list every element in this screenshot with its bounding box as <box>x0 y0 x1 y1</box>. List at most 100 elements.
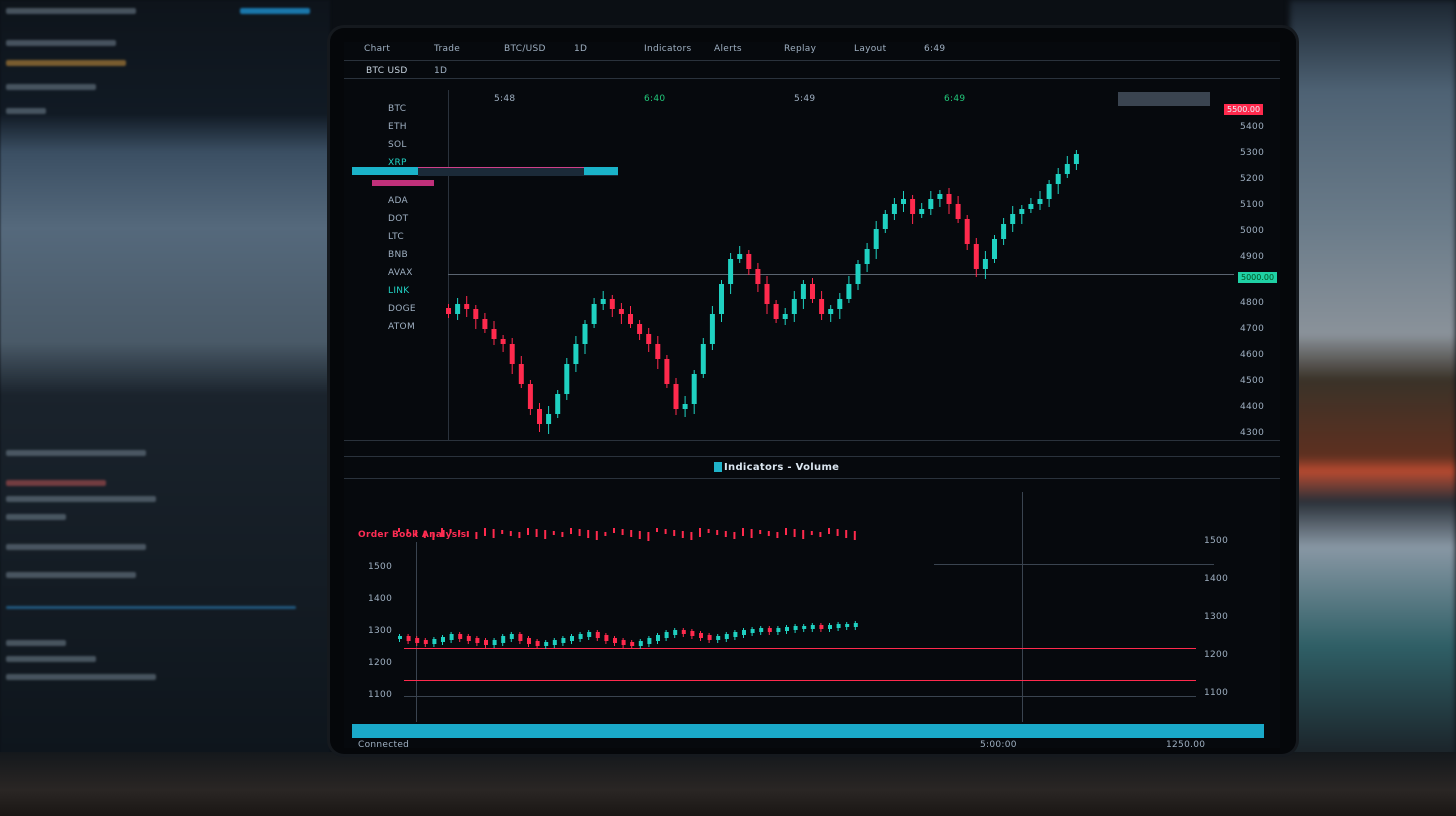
watchlist-item[interactable]: LINK <box>388 286 410 296</box>
volume-bar <box>767 531 770 536</box>
top-menu-item[interactable]: Alerts <box>714 44 742 54</box>
lower-candle-body <box>458 634 463 639</box>
lower-candle-body <box>750 629 755 633</box>
candle-body <box>646 334 652 344</box>
candle-body <box>800 284 806 299</box>
watchlist-item[interactable]: BTC <box>388 104 407 114</box>
lower-candle-body <box>656 635 660 641</box>
symbol-label[interactable]: BTC USD <box>366 66 408 76</box>
lower-candle-body <box>398 636 402 639</box>
candle-body <box>628 314 633 324</box>
price-box <box>1118 92 1210 106</box>
candle-body <box>682 404 688 409</box>
watchlist-item[interactable]: SOL <box>388 140 407 150</box>
lower-candle-body <box>449 634 454 640</box>
lower-candle-body <box>681 630 686 634</box>
volume-bar <box>501 530 504 534</box>
volume-bar <box>647 532 650 541</box>
watchlist-item[interactable]: XRP <box>388 158 407 168</box>
watchlist-item[interactable]: LTC <box>388 232 404 242</box>
price-axis-label: 4700 <box>1240 324 1265 334</box>
lower-candle-body <box>501 636 506 643</box>
lower-candle-body <box>587 632 592 637</box>
lower-panel-subtitle: Order Book Analysis <box>358 530 467 540</box>
lower-candle-body <box>638 641 643 646</box>
watchlist-item[interactable]: ADA <box>388 196 408 206</box>
volume-bar <box>630 530 633 537</box>
volume-bar <box>742 528 744 536</box>
candle-body <box>764 284 770 304</box>
high-price-tag: 5500.00 <box>1224 104 1264 115</box>
volume-bar <box>398 528 400 532</box>
lower-candle-body <box>604 635 609 641</box>
lower-candle-body <box>552 640 557 645</box>
volume-bar <box>793 529 796 537</box>
volume-bar <box>544 530 547 539</box>
panel-icon <box>714 462 722 472</box>
lower-candle-body <box>716 636 721 640</box>
candle-body <box>782 314 788 319</box>
candle-body <box>618 309 624 314</box>
candle-body <box>837 299 843 309</box>
watchlist-item[interactable]: BNB <box>388 250 408 260</box>
lower-candle-body <box>578 634 583 639</box>
top-menu-item[interactable]: Chart <box>364 44 391 54</box>
lower-left-axis-label: 1100 <box>368 690 393 700</box>
watchlist-item[interactable]: ATOM <box>388 322 416 332</box>
watchlist-item[interactable]: DOGE <box>388 304 416 314</box>
candle-body <box>482 319 488 329</box>
candle-body <box>709 314 715 344</box>
candle-body <box>1001 224 1007 239</box>
top-menu-item[interactable]: BTC/USD <box>504 44 546 54</box>
lower-axis-label: 1500 <box>1204 536 1229 546</box>
volume-bar <box>561 532 564 537</box>
candle-body <box>728 259 734 284</box>
lower-candle-body <box>621 640 626 645</box>
volume-bar <box>509 531 512 536</box>
price-axis-label: 4800 <box>1240 298 1265 308</box>
selected-watchlist-row[interactable] <box>352 167 418 175</box>
candle-body <box>537 409 542 424</box>
top-menu-item[interactable]: Trade <box>434 44 461 54</box>
top-menu-item[interactable]: Layout <box>854 44 887 54</box>
price-axis-label: 5100 <box>1240 200 1265 210</box>
watchlist-item[interactable]: AVAX <box>388 268 413 278</box>
volume-bar <box>621 529 624 535</box>
candle-body <box>446 308 451 314</box>
watchlist-item[interactable]: DOT <box>388 214 409 224</box>
interval-label[interactable]: 1D <box>434 66 448 76</box>
candle-body <box>700 344 706 374</box>
candle-body <box>882 214 888 229</box>
lower-candle-body <box>441 637 445 642</box>
lower-candle-body <box>664 632 669 638</box>
lower-left-axis-label: 1500 <box>368 562 393 572</box>
lower-candle-body <box>518 634 523 641</box>
top-menu-item[interactable]: Replay <box>784 44 817 54</box>
lower-candle-body <box>466 636 471 641</box>
top-menu-item[interactable]: Indicators <box>644 44 692 54</box>
candle-body <box>1010 214 1016 224</box>
lower-candle-body <box>819 625 824 629</box>
volume-bar <box>853 531 856 540</box>
candle-wick <box>1021 205 1023 224</box>
volume-bar <box>613 528 615 533</box>
candle-body <box>891 204 897 214</box>
volume-bar <box>458 530 461 535</box>
watchlist-item[interactable]: ETH <box>388 122 407 132</box>
volume-bar <box>570 528 572 534</box>
volume-bar <box>673 530 676 536</box>
candle-body <box>527 384 533 409</box>
candlestick-chart[interactable] <box>344 42 1280 748</box>
volume-bar <box>552 531 555 535</box>
price-readout: 5:49 <box>794 94 816 104</box>
background-left-monitor <box>0 0 330 760</box>
top-menu-item[interactable]: 1D <box>574 44 588 54</box>
candle-body <box>910 199 916 214</box>
lower-candle-body <box>509 634 514 639</box>
volume-bar <box>759 530 762 534</box>
status-right: 1250.00 <box>1166 740 1206 748</box>
candle-body <box>819 299 825 314</box>
volume-bar <box>518 532 521 538</box>
top-menu-item[interactable]: 6:49 <box>924 44 946 54</box>
lower-candle-body <box>475 638 480 643</box>
